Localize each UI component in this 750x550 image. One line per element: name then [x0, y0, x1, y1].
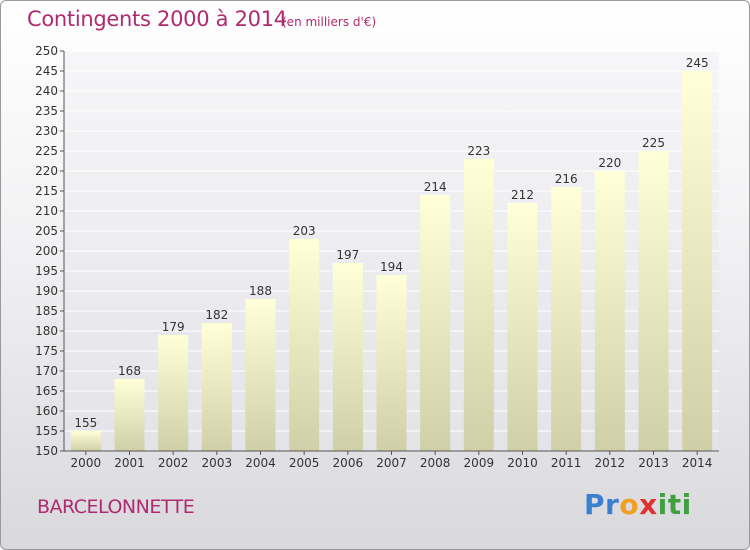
y-tick-label: 170 [35, 364, 58, 378]
x-tick-label-2001: 2001 [114, 456, 145, 470]
x-tick-label-2013: 2013 [638, 456, 669, 470]
y-tick-label: 225 [35, 144, 58, 158]
data-label-2010: 212 [511, 188, 534, 202]
chart-subtitle: (en milliers d'€) [282, 15, 377, 29]
y-tick-label: 185 [35, 304, 58, 318]
logo-letter: x [639, 488, 658, 521]
bar-2007 [376, 275, 407, 451]
bar-2005 [289, 239, 320, 451]
y-tick-label: 195 [35, 264, 58, 278]
proxiti-logo[interactable]: Proxiti [584, 488, 692, 524]
bar-2001 [114, 379, 145, 451]
x-tick-label-2003: 2003 [202, 456, 233, 470]
y-tick-label: 215 [35, 184, 58, 198]
y-tick-label: 205 [35, 224, 58, 238]
data-label-2001: 168 [118, 364, 141, 378]
chart-title: Contingents 2000 à 2014 [27, 7, 287, 31]
x-tick-label-2000: 2000 [71, 456, 102, 470]
bar-2008 [420, 195, 451, 451]
bar-2000 [70, 431, 101, 451]
data-label-2007: 194 [380, 260, 403, 274]
data-label-2005: 203 [293, 224, 316, 238]
data-label-2006: 197 [336, 248, 359, 262]
bar-2014 [682, 71, 713, 451]
y-tick-label: 250 [35, 44, 58, 58]
y-tick-label: 155 [35, 424, 58, 438]
x-axis: 2000 2001 2002 2003 2004 2005 2006 2007 2008 2009… [64, 450, 719, 470]
x-tick-label-2002: 2002 [158, 456, 189, 470]
bar-2003 [201, 323, 232, 451]
bar-2002 [158, 335, 189, 451]
data-label-2004: 188 [249, 284, 272, 298]
logo-letter: i [657, 488, 668, 521]
x-tick-label-2009: 2009 [464, 456, 495, 470]
x-tick-label-2008: 2008 [420, 456, 451, 470]
x-tick-label-2012: 2012 [595, 456, 626, 470]
y-tick-label: 175 [35, 344, 58, 358]
data-label-2012: 220 [598, 156, 621, 170]
data-label-2008: 214 [424, 180, 447, 194]
logo-letter: t [667, 488, 682, 521]
bar-2012 [594, 171, 625, 451]
data-label-2011: 216 [555, 172, 578, 186]
x-tick-label-2007: 2007 [376, 456, 407, 470]
y-tick-label: 240 [35, 84, 58, 98]
y-tick-label: 230 [35, 124, 58, 138]
x-tick-label-2005: 2005 [289, 456, 320, 470]
bars [70, 71, 713, 451]
y-tick-label: 235 [35, 104, 58, 118]
data-labels: 155 168 179 182 188 203 197 194 214 223 212 216 220 2… [74, 56, 708, 430]
data-label-2009: 223 [467, 144, 490, 158]
data-label-2002: 179 [162, 320, 185, 334]
bar-2006 [332, 263, 363, 451]
logo-letter: o [619, 488, 640, 521]
bar-2009 [463, 159, 494, 451]
bar-2004 [245, 299, 276, 451]
y-axis: 150 155 160 165 170 175 180 185 190 195 200 205 210 2… [35, 44, 65, 458]
data-label-2013: 225 [642, 136, 665, 150]
y-tick-label: 160 [35, 404, 58, 418]
y-tick-label: 165 [35, 384, 58, 398]
y-tick-label: 180 [35, 324, 58, 338]
logo-letter: i [681, 488, 692, 521]
logo-letter: P [584, 488, 606, 521]
x-tick-label-2010: 2010 [507, 456, 538, 470]
y-tick-label: 245 [35, 64, 58, 78]
data-label-2000: 155 [74, 416, 97, 430]
y-tick-label: 210 [35, 204, 58, 218]
y-tick-label: 150 [35, 444, 58, 458]
x-tick-label-2006: 2006 [333, 456, 364, 470]
commune-name: BARCELONNETTE [37, 496, 195, 518]
bar-2011 [551, 187, 582, 451]
logo-letter: r [605, 488, 620, 521]
x-tick-label-2004: 2004 [245, 456, 276, 470]
data-label-2003: 182 [205, 308, 228, 322]
x-tick-label-2011: 2011 [551, 456, 582, 470]
y-tick-label: 200 [35, 244, 58, 258]
data-label-2014: 245 [686, 56, 709, 70]
x-tick-label-2014: 2014 [682, 456, 713, 470]
y-tick-label: 220 [35, 164, 58, 178]
bar-2013 [638, 151, 669, 451]
y-tick-label: 190 [35, 284, 58, 298]
bar-2010 [507, 203, 538, 451]
